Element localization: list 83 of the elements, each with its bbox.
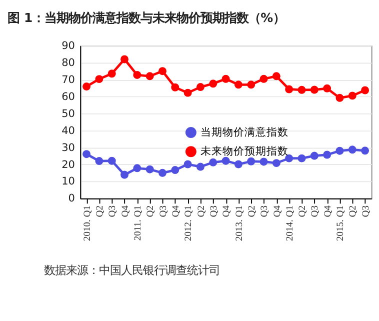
point	[184, 88, 192, 97]
point	[146, 165, 154, 174]
point	[196, 162, 204, 171]
point	[323, 84, 332, 92]
point	[222, 74, 230, 83]
point	[146, 72, 154, 80]
x-tick-label: Q4	[120, 205, 131, 218]
point	[310, 152, 318, 160]
point	[120, 55, 128, 64]
point	[95, 75, 104, 84]
legend-label: 未来物价预期指数	[200, 144, 288, 158]
x-tick-label: 2013. Q1	[234, 205, 245, 242]
y-tick-label: 20	[62, 158, 75, 171]
x-tick-label: 2011. Q1	[132, 205, 144, 241]
source-note: 数据来源：中国人民银行调查统计司	[44, 262, 220, 277]
point	[234, 160, 242, 168]
point	[272, 159, 280, 168]
point	[348, 146, 356, 154]
x-tick-label: 2015. Q1	[335, 205, 346, 242]
point	[95, 157, 104, 166]
y-tick-label: 60	[62, 90, 75, 103]
y-tick-label: 10	[62, 176, 75, 188]
point	[272, 72, 280, 80]
point	[310, 86, 318, 94]
point	[361, 146, 370, 155]
x-tick-label: Q3	[259, 205, 270, 218]
point	[108, 156, 116, 165]
x-tick-label: Q2	[145, 205, 156, 218]
x-tick-label: 2010. Q1	[82, 205, 93, 242]
point	[171, 83, 180, 92]
point	[108, 70, 116, 78]
point	[247, 157, 256, 166]
x-tick-label: Q3	[107, 205, 118, 218]
y-tick-label: 40	[62, 124, 75, 137]
y-tick-label: 90	[62, 40, 75, 52]
chart-title: 图 1：当期物价满意指数与未来物价预期指数（%）	[8, 10, 286, 25]
x-tick-label: Q2	[348, 205, 359, 218]
y-tick-label: 80	[62, 56, 75, 69]
x-tick-label: Q4	[170, 205, 182, 218]
y-tick-label: 70	[62, 74, 75, 86]
point	[209, 158, 218, 166]
point	[158, 67, 166, 76]
x-tick-label: Q2	[94, 205, 106, 218]
point	[260, 74, 268, 83]
point	[247, 80, 256, 89]
x-tick-label: Q4	[322, 205, 334, 218]
point	[196, 83, 204, 92]
x-tick-label: Q3	[208, 205, 220, 218]
legend-label: 当期物价满意指数	[200, 125, 288, 138]
y-tick-label: 30	[62, 142, 75, 154]
point	[298, 154, 306, 162]
point	[234, 80, 242, 89]
x-tick-label: Q4	[221, 205, 232, 218]
point	[361, 86, 370, 94]
x-tick-label: 2014. Q1	[284, 205, 296, 242]
point	[348, 92, 356, 100]
point	[158, 168, 166, 177]
point	[260, 158, 268, 166]
point	[285, 154, 294, 162]
point	[209, 80, 218, 88]
point	[82, 150, 91, 158]
point	[298, 86, 306, 94]
point	[120, 170, 128, 179]
point	[133, 164, 142, 172]
point	[133, 71, 142, 79]
point	[171, 166, 180, 174]
point	[82, 82, 91, 91]
x-tick-label: Q3	[310, 205, 321, 218]
point	[222, 156, 230, 165]
x-tick-label: 2012. Q1	[183, 205, 194, 242]
point	[285, 85, 294, 94]
x-tick-label: Q3	[360, 205, 372, 218]
y-tick-label: 50	[62, 108, 75, 120]
point	[184, 160, 192, 168]
x-tick-label: Q3	[158, 205, 169, 218]
point	[323, 150, 332, 159]
point	[336, 146, 344, 155]
x-tick-label: Q2	[297, 205, 308, 218]
x-tick-label: Q2	[196, 205, 207, 218]
x-tick-label: Q2	[246, 205, 258, 218]
y-tick-label: 0	[68, 192, 75, 205]
x-tick-label: Q4	[272, 205, 283, 218]
point	[336, 94, 344, 102]
